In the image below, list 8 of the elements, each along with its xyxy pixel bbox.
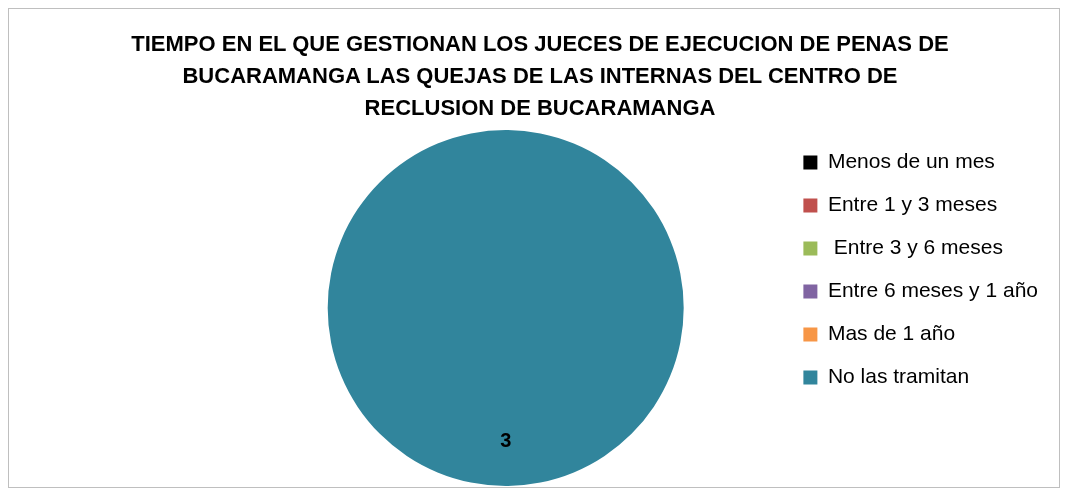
- legend-label: Menos de un mes: [827, 149, 995, 173]
- data-label: 3: [500, 429, 512, 452]
- legend-label: Entre 3 y 6 meses: [827, 235, 1003, 259]
- legend-label: Mas de 1 año: [827, 321, 956, 345]
- chart-title: TIEMPO EN EL QUE GESTIONAN LOS JUECES DE EJECUCION DE PENAS DE BUCARAMANGA LAS QUEJAS DE LAS INTERNAS DEL CENTRO DE RECLUSION DE BUCARAMANGA: [130, 30, 950, 122]
- legend-label: Entre 1 y 3 meses: [827, 192, 998, 216]
- legend-label: Entre 6 meses y 1 año: [827, 278, 1039, 302]
- legend-label: No las tramitan: [827, 364, 970, 388]
